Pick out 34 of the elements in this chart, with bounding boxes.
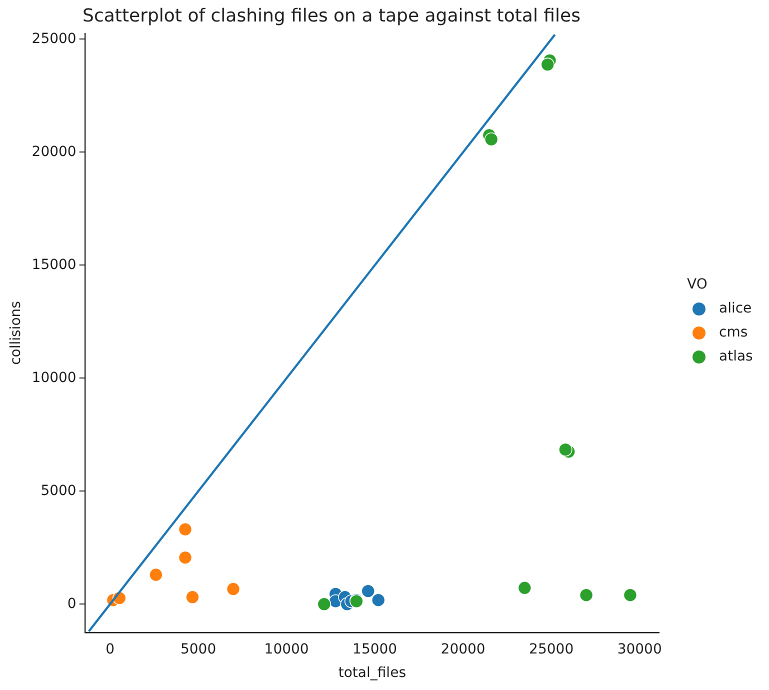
y-tick-label: 15000	[32, 256, 76, 273]
point	[361, 584, 376, 598]
point	[579, 588, 594, 602]
point	[558, 442, 572, 456]
x-tick-label: 15000	[352, 641, 398, 658]
x-tick-label: 0	[106, 641, 115, 658]
y-tick-label: 25000	[32, 30, 76, 47]
point	[178, 522, 192, 536]
point	[317, 597, 332, 612]
x-tick-label: 30000	[617, 641, 662, 658]
point	[226, 582, 240, 596]
point	[623, 588, 638, 602]
y-tick-label: 5000	[40, 482, 76, 499]
y-tick-label: 20000	[32, 144, 76, 160]
legend-label: alice	[719, 300, 752, 317]
point	[178, 550, 192, 565]
legend-title: VO	[687, 276, 708, 293]
point	[540, 58, 555, 72]
point	[371, 593, 386, 607]
point	[149, 568, 163, 582]
y-axis-title: collisions	[8, 301, 24, 365]
x-tick-label: 25000	[529, 641, 574, 658]
point	[518, 580, 532, 595]
legend-label: atlas	[719, 348, 753, 365]
chart-title: Scatterplot of clashing files on a tape against total files	[82, 5, 580, 26]
x-tick-label: 20000	[440, 641, 486, 658]
legend-label: cms	[719, 324, 748, 341]
y-tick-label: 0	[67, 596, 76, 612]
point	[186, 590, 200, 604]
x-axis-title: total_files	[338, 665, 406, 682]
x-tick-label: 5000	[180, 641, 216, 658]
point	[484, 132, 498, 146]
x-tick-label: 10000	[264, 641, 309, 658]
y-tick-label: 10000	[32, 370, 76, 386]
